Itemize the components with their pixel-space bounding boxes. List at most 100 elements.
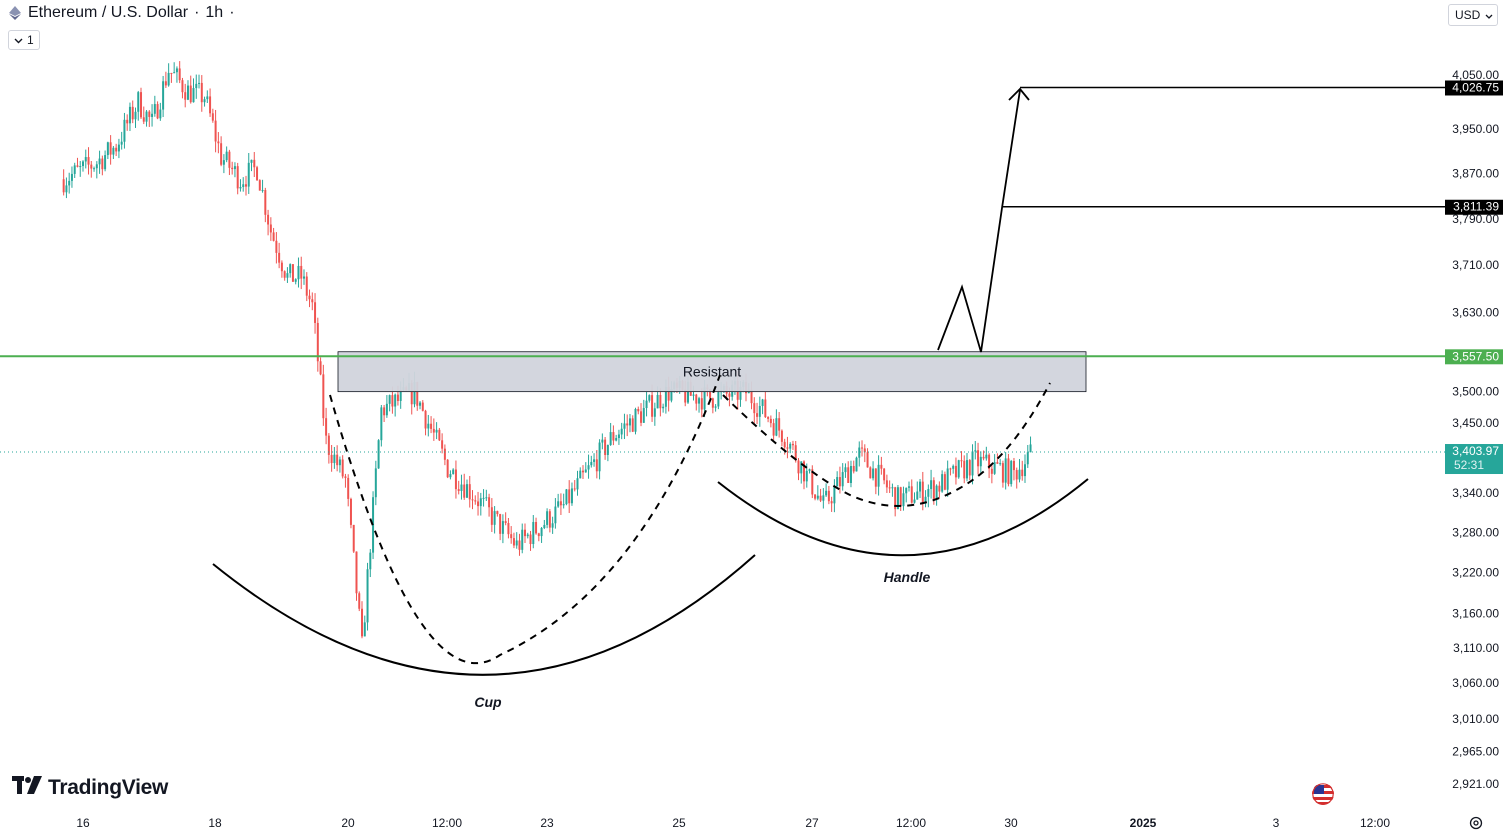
candle xyxy=(546,508,549,529)
candle xyxy=(242,177,245,192)
candle xyxy=(938,481,941,499)
projection-path[interactable] xyxy=(937,89,1021,353)
candle xyxy=(949,467,952,476)
candle xyxy=(626,414,629,437)
time-tick-label: 23 xyxy=(540,816,554,830)
candle xyxy=(700,388,703,418)
collapse-legend-button[interactable]: 1 xyxy=(8,30,40,50)
candle xyxy=(979,451,982,474)
candle xyxy=(62,169,65,196)
tradingview-logo-text: TradingView xyxy=(48,776,169,799)
candle xyxy=(253,152,256,178)
candle xyxy=(634,407,637,435)
candle xyxy=(811,465,814,499)
candle xyxy=(286,267,289,283)
candle xyxy=(833,479,836,513)
candle xyxy=(460,474,463,500)
candle xyxy=(756,402,759,425)
candle xyxy=(374,460,377,506)
candle xyxy=(852,460,855,474)
candle xyxy=(960,451,963,468)
candle xyxy=(662,403,665,413)
candle xyxy=(587,454,590,479)
ethereum-icon xyxy=(8,6,22,20)
candle xyxy=(855,456,858,472)
handle-dashed-arc[interactable] xyxy=(722,382,1051,507)
candle xyxy=(225,146,228,163)
time-tick-label: 3 xyxy=(1273,816,1280,830)
candle xyxy=(775,409,778,437)
candle xyxy=(880,456,883,475)
candle xyxy=(175,66,178,83)
price-tick-label: 3,500.00 xyxy=(1452,385,1499,399)
resistance-zone-label: Resistant xyxy=(683,364,741,380)
candle xyxy=(430,416,433,434)
candle xyxy=(623,413,626,440)
interval-label: 1h xyxy=(205,4,224,21)
symbol-title: Ethereum / U.S. Dollar xyxy=(28,4,189,21)
candle xyxy=(217,132,220,154)
candle xyxy=(322,364,325,426)
time-axis[interactable]: 16 18 20 12:00 23 25 27 12:00 30 2025 3 12:00 xyxy=(76,816,1390,830)
candle xyxy=(714,404,717,412)
cup-dashed-arc[interactable] xyxy=(329,374,721,665)
price-tick-label: 3,710.00 xyxy=(1452,258,1499,272)
candle xyxy=(283,270,286,281)
candle xyxy=(131,100,134,124)
candle xyxy=(394,393,397,417)
price-tick-label: 2,965.00 xyxy=(1452,745,1499,759)
candle xyxy=(106,141,109,160)
candle xyxy=(753,397,756,424)
candle xyxy=(1026,444,1029,468)
candle xyxy=(82,160,84,172)
candle xyxy=(507,518,510,539)
currency-selector[interactable]: USD xyxy=(1448,4,1498,26)
cup-outer-arc[interactable] xyxy=(212,554,756,676)
tradingview-logo[interactable]: TradingView xyxy=(12,776,168,800)
candle xyxy=(128,102,131,132)
candle xyxy=(927,484,930,508)
candle xyxy=(79,160,82,177)
candle xyxy=(510,526,513,544)
candle xyxy=(789,442,792,454)
gear-icon[interactable] xyxy=(1468,815,1484,831)
candle xyxy=(642,399,645,423)
candle xyxy=(101,155,104,176)
candle xyxy=(568,480,571,514)
price-axis[interactable]: 4,050.00 3,950.00 3,870.00 3,790.00 3,710.00… xyxy=(1452,68,1499,791)
symbol-header[interactable]: Ethereum / U.S. Dollar · 1h · xyxy=(8,4,235,22)
us-flag-icon[interactable] xyxy=(1312,783,1334,805)
price-tick-label: 3,110.00 xyxy=(1453,641,1499,655)
candle xyxy=(366,562,369,631)
candle xyxy=(565,488,568,506)
candle xyxy=(844,463,847,478)
candle xyxy=(913,492,916,504)
candle xyxy=(474,495,477,505)
target-price-tag-1: 4,026.75 xyxy=(1445,80,1503,96)
candle xyxy=(764,391,767,418)
handle-outer-arc[interactable] xyxy=(717,478,1089,557)
candle xyxy=(570,482,573,506)
candle xyxy=(631,415,634,433)
candle xyxy=(206,90,209,103)
resistance-zone[interactable] xyxy=(337,351,1087,393)
candle xyxy=(68,172,71,194)
candle xyxy=(780,429,783,447)
candle xyxy=(866,448,869,468)
candle xyxy=(711,397,714,414)
candle xyxy=(791,440,794,450)
chevron-down-icon xyxy=(1485,8,1493,22)
candle xyxy=(336,445,339,472)
candle xyxy=(427,414,430,437)
candle xyxy=(816,485,819,501)
candle xyxy=(838,466,841,494)
candle xyxy=(977,442,980,475)
time-tick-label: 20 xyxy=(341,816,355,830)
candle xyxy=(162,75,165,118)
candle xyxy=(104,150,107,172)
candle xyxy=(419,401,422,410)
candle xyxy=(615,434,618,442)
candle xyxy=(957,459,960,479)
candle xyxy=(861,440,864,457)
